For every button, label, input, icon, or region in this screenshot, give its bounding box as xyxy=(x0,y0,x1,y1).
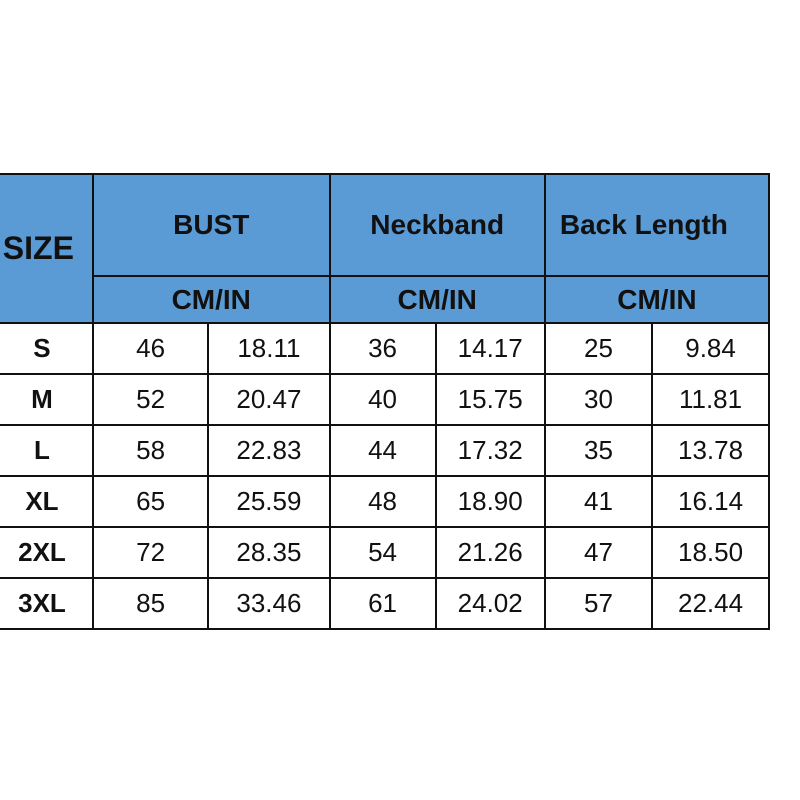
neckband-unit: CM/IN xyxy=(328,275,546,324)
value-cell: 11.81 xyxy=(651,373,770,426)
value-cell: 65 xyxy=(91,475,210,528)
value-cell: 24.02 xyxy=(434,577,546,630)
table-row: XL 65 25.59 48 18.90 41 16.14 xyxy=(0,475,770,528)
back-length-header: Back Length xyxy=(543,173,771,277)
table-row: 3XL 85 33.46 61 24.02 57 22.44 xyxy=(0,577,770,630)
value-cell: 36 xyxy=(328,322,437,375)
neckband-header: Neckband xyxy=(328,173,546,277)
value-cell: 46 xyxy=(91,322,210,375)
size-cell: XL xyxy=(0,475,94,528)
size-cell: 2XL xyxy=(0,526,94,579)
table-row: L 58 22.83 44 17.32 35 13.78 xyxy=(0,424,770,477)
value-cell: 22.44 xyxy=(651,577,770,630)
value-cell: 28.35 xyxy=(207,526,331,579)
value-cell: 41 xyxy=(543,475,654,528)
back-length-unit: CM/IN xyxy=(543,275,771,324)
size-cell: S xyxy=(0,322,94,375)
size-chart-table: SIZE BUST Neckband Back Length CM/IN CM/… xyxy=(0,173,771,630)
value-cell: 52 xyxy=(91,373,210,426)
value-cell: 20.47 xyxy=(207,373,331,426)
value-cell: 35 xyxy=(543,424,654,477)
value-cell: 18.50 xyxy=(651,526,770,579)
table-row: M 52 20.47 40 15.75 30 11.81 xyxy=(0,373,770,426)
value-cell: 18.11 xyxy=(207,322,331,375)
size-header: SIZE xyxy=(0,173,94,324)
value-cell: 25 xyxy=(543,322,654,375)
value-cell: 18.90 xyxy=(434,475,546,528)
value-cell: 13.78 xyxy=(651,424,770,477)
value-cell: 30 xyxy=(543,373,654,426)
table-row: S 46 18.11 36 14.17 25 9.84 xyxy=(0,322,770,375)
value-cell: 40 xyxy=(328,373,437,426)
value-cell: 21.26 xyxy=(434,526,546,579)
value-cell: 54 xyxy=(328,526,437,579)
value-cell: 47 xyxy=(543,526,654,579)
value-cell: 61 xyxy=(328,577,437,630)
size-cell: L xyxy=(0,424,94,477)
value-cell: 58 xyxy=(91,424,210,477)
value-cell: 9.84 xyxy=(651,322,770,375)
value-cell: 14.17 xyxy=(434,322,546,375)
size-cell: 3XL xyxy=(0,577,94,630)
value-cell: 22.83 xyxy=(207,424,331,477)
value-cell: 85 xyxy=(91,577,210,630)
value-cell: 16.14 xyxy=(651,475,770,528)
value-cell: 25.59 xyxy=(207,475,331,528)
table-row: 2XL 72 28.35 54 21.26 47 18.50 xyxy=(0,526,770,579)
value-cell: 57 xyxy=(543,577,654,630)
value-cell: 15.75 xyxy=(434,373,546,426)
value-cell: 72 xyxy=(91,526,210,579)
value-cell: 44 xyxy=(328,424,437,477)
bust-header: BUST xyxy=(91,173,331,277)
bust-unit: CM/IN xyxy=(91,275,331,324)
value-cell: 33.46 xyxy=(207,577,331,630)
value-cell: 17.32 xyxy=(434,424,546,477)
size-cell: M xyxy=(0,373,94,426)
value-cell: 48 xyxy=(328,475,437,528)
